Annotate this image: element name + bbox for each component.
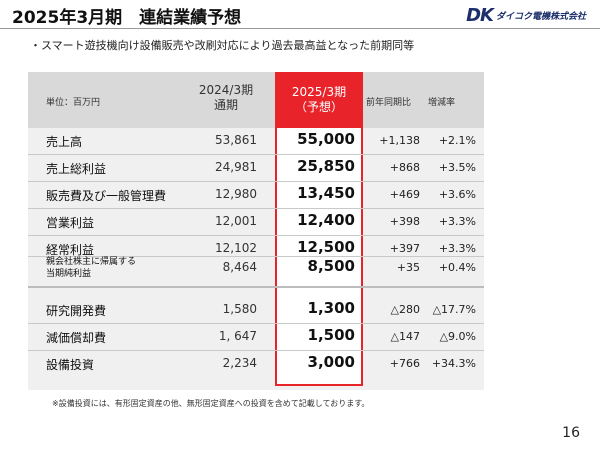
row-label: 売上総利益 [46,162,107,176]
table-row: 経常利益 12,102 12,500 +397 +3.3% [28,236,484,262]
value-2025: 8,500 [307,257,355,275]
value-rate: +3.6% [438,188,476,201]
company-logo: DK ダイコク電機株式会社 [466,5,586,26]
row-label-line2: 当期純利益 [46,269,92,279]
value-yoy: +469 [389,188,420,201]
table-row: 売上高 53,861 55,000 +1,138 +2.1% [28,128,484,154]
row-label: 営業利益 [46,216,95,230]
row-divider [28,350,484,351]
value-2024: 12,102 [215,241,257,255]
value-rate: +3.3% [438,242,476,255]
row-divider [28,154,484,155]
value-yoy: △280 [390,303,420,316]
logo-name: ダイコク電機株式会社 [495,12,586,22]
footnote: ※設備投資には、有形固定資産の他、無形固定資産への投資を含めて記載しております。 [52,399,370,408]
header-change-rate: 増減率 [428,98,456,108]
title-divider [0,28,600,29]
value-2024: 2,234 [222,356,257,370]
row-label: 親会社株主に帰属する 当期純利益 [46,256,136,280]
value-yoy: △147 [390,330,420,343]
value-rate: +3.3% [438,215,476,228]
row-label: 研究開発費 [46,304,107,318]
value-yoy: +766 [389,357,420,370]
table-row: 営業利益 12,001 12,400 +398 +3.3% [28,209,484,235]
row-divider [28,256,484,257]
value-2025: 1,300 [307,299,355,317]
value-2025: 12,500 [297,238,355,256]
value-yoy: +397 [389,242,420,255]
header-yoy: 前年同期比 [366,98,412,108]
row-label: 設備投資 [46,358,95,372]
header-2024-line1: 2024/3期 [198,83,254,97]
row-label-line1: 親会社株主に帰属する [46,257,137,267]
row-divider [28,323,484,324]
value-rate: +3.5% [438,161,476,174]
row-divider [28,208,484,209]
table-row: 販売費及び一般管理費 12,980 13,450 +469 +3.6% [28,182,484,208]
row-divider [28,235,484,236]
value-2025: 3,000 [307,353,355,371]
value-2025: 25,850 [297,157,355,175]
value-2025: 55,000 [297,130,355,148]
value-2024: 12,001 [215,214,257,228]
page-number: 16 [562,425,580,441]
value-rate: +34.3% [431,357,476,370]
table-header-band [28,72,484,128]
subtitle: ・スマート遊技機向け設備販売や改刷対応により過去最高益となった前期同等 [30,39,415,52]
table-row: 設備投資 2,234 3,000 +766 +34.3% [28,351,484,377]
row-label: 経常利益 [46,243,95,257]
value-2024: 1, 647 [218,329,257,343]
row-label: 減価償却費 [46,331,107,345]
page-title: 2025年3月期 連結業績予想 [12,8,242,28]
unit-label: 単位：百万円 [46,98,101,108]
header-2024-line2: 通期 [213,98,238,112]
header-2025-forecast: 2025/3期 （予想） [275,72,363,128]
value-yoy: +398 [389,215,420,228]
value-yoy: +35 [396,261,420,274]
value-2024: 8,464 [222,260,257,274]
value-2025: 1,500 [307,326,355,344]
value-2025: 12,400 [297,211,355,229]
value-rate: +2.1% [438,134,476,147]
value-2025: 13,450 [297,184,355,202]
table-row: 減価償却費 1, 647 1,500 △147 △9.0% [28,324,484,350]
row-label: 売上高 [46,135,83,149]
section-divider [28,286,484,288]
row-divider [28,181,484,182]
value-2024: 24,981 [215,160,257,174]
value-yoy: +1,138 [379,134,420,147]
value-2024: 12,980 [215,187,257,201]
table-row: 研究開発費 1,580 1,300 △280 △17.7% [28,297,484,323]
header-2025-line1: 2025/3期 [291,85,347,99]
value-2024: 53,861 [215,133,257,147]
logo-mark: DK [466,5,494,26]
value-rate: +0.4% [438,261,476,274]
value-rate: △9.0% [439,330,476,343]
value-rate: △17.7% [432,303,476,316]
header-2025-line2: （予想） [294,100,343,114]
row-label: 販売費及び一般管理費 [46,189,167,203]
table-row: 親会社株主に帰属する 当期純利益 8,464 8,500 +35 +0.4% [28,255,484,281]
value-2024: 1,580 [222,302,257,316]
table-row: 売上総利益 24,981 25,850 +868 +3.5% [28,155,484,181]
value-yoy: +868 [389,161,420,174]
header-2024: 2024/3期 通期 [190,83,262,113]
